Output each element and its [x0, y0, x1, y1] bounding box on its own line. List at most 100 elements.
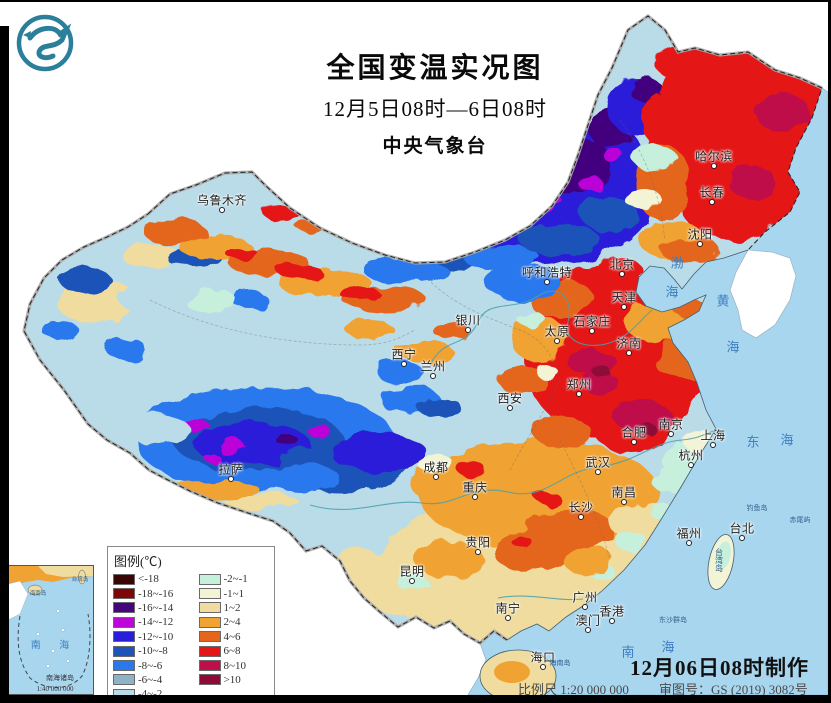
cma-logo-dragon-icon	[16, 14, 74, 72]
map-title: 全国变温实况图	[326, 53, 544, 84]
legend-swatch	[198, 602, 221, 614]
city-marker	[686, 540, 692, 546]
legend-item: 1~2	[198, 601, 270, 615]
city-label: 上海	[700, 428, 726, 443]
map-approval-number: 审图号：GS (2019) 3082号	[659, 682, 808, 697]
city-marker	[621, 304, 627, 310]
inset-map-art	[8, 566, 93, 694]
city-marker	[585, 627, 591, 633]
legend-item: 6~8	[198, 644, 270, 658]
city-label: 哈尔滨	[695, 149, 733, 164]
city-label: 昆明	[399, 564, 425, 579]
sea-label: 黄	[716, 293, 730, 309]
city-label: 合肥	[621, 425, 647, 440]
city-marker	[465, 327, 471, 333]
korea-peninsula	[729, 249, 797, 339]
legend-item: -16~-14	[113, 601, 195, 615]
legend-swatch	[198, 573, 221, 585]
city-marker	[619, 271, 625, 277]
legend-label: -14~-12	[138, 616, 174, 629]
city-label: 西安	[497, 391, 523, 406]
island-label: 东沙群岛	[659, 616, 687, 624]
legend-item: -1~1	[198, 586, 270, 600]
city-marker	[228, 476, 234, 482]
city-label: 石家庄	[573, 314, 611, 329]
city-marker	[430, 373, 436, 379]
inset-scale-label: 1:40 000 000	[36, 685, 74, 693]
yangtze-river	[309, 430, 715, 510]
legend-label: -16~-14	[138, 601, 174, 614]
inset-islands-label: 南海诸岛	[46, 674, 74, 682]
city-marker	[631, 439, 637, 445]
hainan-island	[479, 649, 557, 703]
title-block: 全国变温实况图 12月5日08时—6日08时 中央气象台	[240, 46, 630, 158]
city-marker	[589, 328, 595, 334]
city-marker	[621, 499, 627, 505]
legend-item: 2~4	[198, 615, 270, 629]
city-marker	[540, 664, 546, 670]
legend-swatch	[113, 674, 135, 686]
legend-label: >10	[223, 673, 241, 686]
city-marker	[433, 474, 439, 480]
national-border	[22, 13, 823, 645]
legend-swatch	[113, 631, 135, 643]
island-label: 赤尾屿	[789, 516, 811, 524]
frame-border-top	[0, 0, 831, 2]
legend-swatch	[113, 616, 135, 628]
legend-label: -12~-10	[138, 630, 174, 643]
city-marker	[578, 514, 584, 520]
legend-swatch	[198, 645, 221, 657]
legend-item: -8~-6	[113, 658, 195, 672]
legend-label: 8~10	[223, 659, 246, 672]
taiwan-island	[707, 534, 735, 590]
legend-label: 1~2	[223, 601, 241, 614]
city-marker	[475, 549, 481, 555]
legend-label: <-18	[138, 573, 159, 586]
city-marker	[609, 618, 615, 624]
frame-border-left	[0, 26, 9, 703]
made-timestamp: 12月06日08时制作	[630, 656, 809, 680]
city-label: 西宁	[391, 347, 417, 362]
map-agency: 中央气象台	[382, 136, 488, 157]
yellow-river	[429, 290, 653, 366]
legend-label: 2~4	[223, 616, 241, 629]
city-marker	[709, 199, 715, 205]
legend-item: -10~-8	[113, 644, 195, 658]
legend-item: -2~-1	[198, 572, 270, 586]
legend-label: 4~6	[223, 630, 241, 643]
city-label: 成都	[423, 460, 449, 475]
city-label: 重庆	[462, 480, 488, 495]
legend-items: <-18 -18~-16 -16~-14 -14~-12 -12~-10 -10~-8 -8…	[113, 572, 269, 702]
pearl-river	[497, 595, 584, 601]
legend-label: -2~-1	[223, 573, 248, 586]
city-label: 香港	[599, 604, 625, 619]
legend-swatch	[113, 602, 135, 614]
legend: 图例(℃) <-18 -18~-16 -16~-14 -14~-12 -12~-10 -1…	[107, 546, 275, 700]
city-label: 长春	[699, 185, 725, 200]
legend-label: -8~-6	[138, 659, 163, 672]
city-label: 拉萨	[218, 462, 244, 477]
city-label: 沈阳	[687, 227, 713, 242]
city-marker	[505, 615, 511, 621]
city-marker	[544, 279, 550, 285]
city-label: 济南	[616, 336, 642, 351]
sea-label: 海	[726, 339, 740, 355]
legend-item: -6~-4	[113, 673, 195, 687]
city-label: 台北	[729, 521, 755, 536]
legend-swatch	[198, 660, 221, 672]
legend-label: -10~-8	[138, 645, 168, 658]
legend-label: -1~1	[223, 587, 245, 600]
city-marker	[697, 241, 703, 247]
legend-item: <-18	[113, 572, 195, 586]
city-label: 天津	[611, 290, 637, 305]
legend-item: >10	[198, 673, 270, 687]
legend-swatch	[113, 660, 135, 672]
city-label: 福州	[676, 526, 702, 541]
legend-label: -6~-4	[138, 673, 163, 686]
city-label: 长沙	[568, 500, 594, 515]
city-marker	[739, 535, 745, 541]
city-label: 北京	[609, 257, 635, 272]
city-label: 广州	[572, 590, 598, 605]
sea-label: 海	[665, 284, 679, 300]
